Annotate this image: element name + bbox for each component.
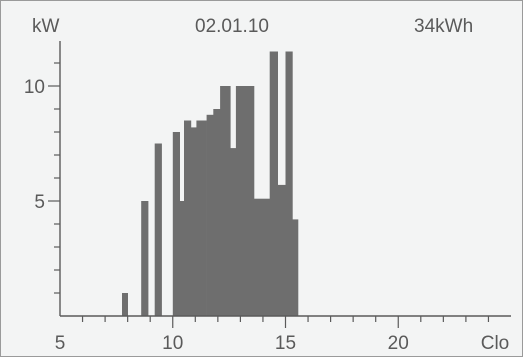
bar-5 xyxy=(179,201,185,316)
bar-12 xyxy=(230,148,237,316)
bar-15 xyxy=(253,198,271,316)
bar-10 xyxy=(213,109,221,316)
ticks-group: 5 10 15 20 Clo 5 10 xyxy=(24,77,509,354)
bar-2 xyxy=(141,201,149,316)
bar-4 xyxy=(172,132,180,316)
x-tick-label-5: Clo xyxy=(481,333,510,354)
bar-1 xyxy=(122,293,128,316)
bar-3 xyxy=(154,143,162,316)
axes-group xyxy=(48,41,511,328)
bar-14 xyxy=(244,86,255,316)
total-energy-label: 34kWh xyxy=(414,16,473,37)
x-tick-label-3: 15 xyxy=(275,333,296,354)
bar-7 xyxy=(190,127,197,317)
bar-18 xyxy=(285,51,293,316)
date-label: 02.01.10 xyxy=(195,16,269,37)
bar-6 xyxy=(184,120,192,316)
bar-16 xyxy=(269,51,278,316)
bar-13 xyxy=(235,86,246,316)
x-tick-label-2: 10 xyxy=(162,333,183,354)
bar-19 xyxy=(292,219,299,316)
y-unit-label: kW xyxy=(32,16,60,37)
y-tick-label-5: 5 xyxy=(34,192,45,213)
bars-group xyxy=(122,51,299,317)
x-tick-label-1: 5 xyxy=(55,333,66,354)
x-tick-label-4: 20 xyxy=(388,333,409,354)
bar-11 xyxy=(220,86,231,316)
bar-9 xyxy=(206,114,214,317)
bar-17 xyxy=(277,184,286,316)
bar-8 xyxy=(196,120,207,316)
y-tick-label-10: 10 xyxy=(24,77,45,98)
